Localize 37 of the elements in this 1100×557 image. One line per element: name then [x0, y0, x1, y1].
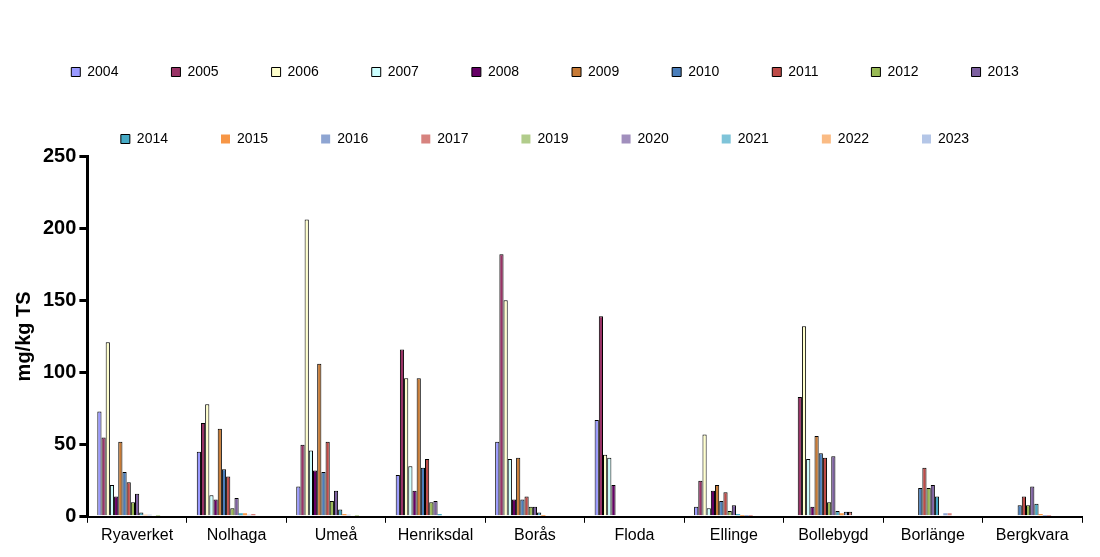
legend-label: 2015 [236, 129, 269, 146]
legend-label: 2006 [287, 62, 319, 79]
legend-label: 2011 [788, 62, 819, 79]
y-tick-label: 200 [42, 215, 77, 238]
y-tick-label: 100 [42, 360, 77, 382]
y-tick-label: 250 [42, 143, 77, 166]
y-axis-title: mg/kg TS [11, 291, 34, 382]
legend-label: 2014 [136, 129, 169, 146]
legend-label: 2004 [87, 62, 119, 79]
legend-label: 2017 [437, 129, 469, 146]
x-tick-label: Henriksdal [397, 525, 474, 543]
legend-label: 2023 [938, 129, 970, 146]
legend-label: 2009 [588, 62, 620, 79]
y-tick-label: 0 [65, 504, 77, 527]
legend-label: 2016 [337, 129, 369, 146]
legend-label: 2008 [487, 62, 520, 79]
y-tick-label: 150 [42, 287, 77, 310]
x-tick-label: Umeå [314, 525, 358, 543]
legend-label: 2020 [637, 129, 669, 146]
x-tick-label: Floda [614, 525, 655, 543]
legend-label: 2005 [187, 62, 219, 79]
x-tick-label: Ellinge [709, 525, 758, 543]
x-tick-label: Nolhaga [206, 525, 267, 543]
x-tick-label: Borlänge [900, 525, 965, 543]
legend-label: 2022 [837, 129, 870, 146]
legend-label: 2010 [688, 62, 720, 79]
legend-label: 2019 [537, 129, 569, 146]
y-tick-label: 50 [54, 432, 77, 455]
x-tick-label: Bollebygd [798, 525, 869, 543]
bar [947, 513, 952, 516]
x-tick-label: Borås [514, 525, 556, 543]
legend-label: 2021 [737, 129, 770, 146]
legend-label: 2007 [387, 62, 420, 79]
x-tick-label: Ryaverket [101, 525, 174, 543]
legend-label: 2013 [987, 62, 1019, 79]
legend-label: 2012 [887, 62, 919, 79]
x-tick-label: Bergkvara [995, 525, 1069, 543]
